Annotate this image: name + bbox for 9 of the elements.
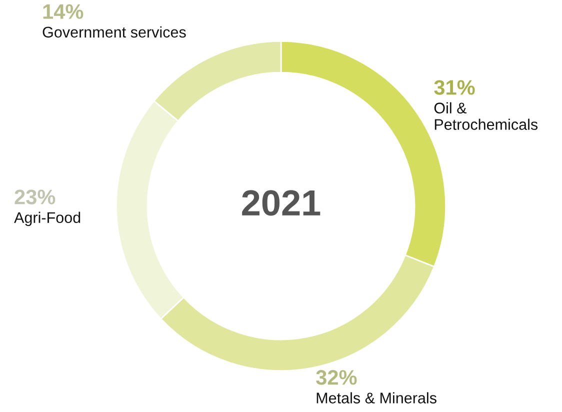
data-label: 14% [43,4,84,19]
slice-label: Oil & Petrochemicals [434,102,538,130]
slice-label: Metals & Minerals [316,392,436,404]
slice-label: Agri-Food [14,212,80,226]
text: 2021 [242,190,320,216]
data-label: 31% [434,80,475,95]
data-label: 23% [14,190,56,204]
slice-label: Government services [42,26,186,38]
data-label: 32% [316,370,357,385]
